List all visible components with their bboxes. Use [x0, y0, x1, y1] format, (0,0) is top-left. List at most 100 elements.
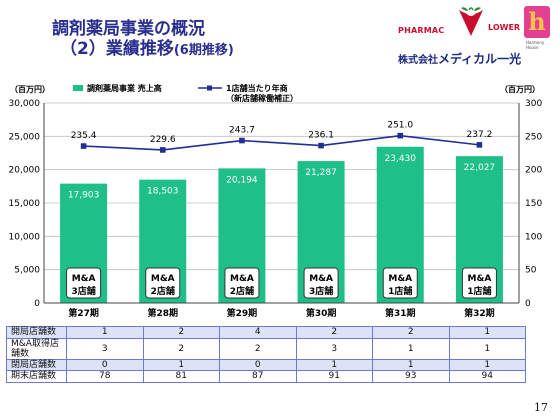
table-cell: 2	[219, 337, 297, 360]
y-tick-label-left: 30,000	[9, 99, 41, 109]
ma-annotation-box	[145, 267, 181, 299]
table-cell: 91	[295, 370, 373, 383]
avg-sales-label: 236.1	[308, 131, 334, 141]
y-tick-label-left: 25,000	[9, 132, 41, 142]
bar-value-label: 20,194	[226, 175, 258, 185]
bar-value-label: 23,430	[385, 154, 417, 164]
logo-pharmac-text: PHARMAC	[398, 26, 445, 35]
x-tick-label: 第29期	[227, 307, 258, 319]
table-cell: 2	[295, 326, 373, 339]
logo-harmony-text: Harmony House	[526, 40, 545, 50]
avg-sales-marker	[476, 142, 483, 148]
table-cell: 1	[372, 358, 450, 371]
legend-line-marker	[207, 85, 212, 91]
avg-sales-label: 243.7	[229, 126, 255, 136]
bar-value-label: 17,903	[68, 191, 100, 201]
table-cell: 1	[66, 326, 144, 339]
ma-annotation-count: 3店舗	[309, 285, 333, 297]
x-tick-label: 第30期	[306, 307, 337, 319]
chart-axes: 05,00010,00015,00020,00025,00030,0000501…	[9, 84, 543, 319]
svg-text:h: h	[528, 7, 545, 36]
x-tick-label: 第32期	[464, 307, 495, 319]
page-number: 17	[534, 401, 548, 414]
y-tick-label-left: 15,000	[9, 199, 41, 209]
table-row-label: M&A取得店舗数	[6, 337, 67, 360]
avg-sales-label: 237.2	[467, 130, 493, 140]
page-subtitle: （2）業績推移(6期推移)	[60, 34, 234, 59]
table-row: 閉局店舗数 0 1 0 1 1 1	[6, 358, 526, 371]
avg-sales-marker	[397, 132, 404, 139]
table-cell: 3	[295, 337, 373, 360]
subtitle-suffix: (6期推移)	[173, 43, 234, 58]
table-row: M&A取得店舗数 3 2 2 3 1 1	[6, 337, 526, 360]
chart-line: 235.4 229.6 243.7 236.1 251.0 237.2	[71, 121, 493, 153]
y-tick-label-right: 250	[525, 132, 542, 142]
table-row-label: 開局店舗数	[6, 326, 67, 339]
avg-sales-marker	[159, 147, 166, 153]
right-axis-unit: （百万円）	[500, 84, 540, 94]
ma-annotation-box	[224, 267, 260, 299]
ma-annotation-label: M&A	[72, 274, 96, 284]
y-tick-label-right: 300	[525, 99, 542, 109]
legend-bar-swatch	[73, 85, 83, 91]
logo-company-name: 株式会社メディカル一光	[398, 50, 521, 67]
page-title: 調剤薬局事業の概況	[52, 19, 205, 39]
company-logo: PHARMAC LOWER h Harmony House 株式会社メディカル一…	[398, 6, 556, 66]
table-cell: 78	[66, 370, 144, 383]
table-cell: 2	[372, 326, 450, 339]
table-cell: 94	[448, 370, 526, 383]
avg-sales-label: 251.0	[387, 121, 413, 131]
avg-sales-marker	[318, 142, 324, 149]
y-tick-label-left: 0	[34, 299, 40, 309]
avg-sales-label: 229.6	[150, 135, 176, 145]
table-cell: 0	[219, 358, 297, 371]
chart-grid	[44, 102, 519, 271]
table-cell: 1	[142, 358, 220, 371]
table-cell: 1	[448, 337, 526, 360]
x-tick-label: 第31期	[385, 307, 416, 319]
legend-bar-label: 調剤薬局事業 売上高	[87, 83, 162, 93]
ma-annotation-count: 2店舗	[151, 285, 175, 297]
ma-annotation-label: M&A	[388, 274, 412, 284]
ma-annotation-label: M&A	[468, 274, 492, 284]
y-tick-label-right: 100	[525, 232, 542, 242]
y-tick-label-left: 20,000	[9, 166, 41, 176]
table-cell: 3	[66, 337, 144, 360]
bar-value-label: 21,287	[305, 168, 337, 178]
table-cell: 0	[66, 358, 144, 371]
harmony-house-icon: h	[524, 6, 550, 38]
table-row-label: 期末店舗数	[6, 370, 67, 383]
avg-sales-label: 235.4	[71, 131, 97, 141]
ma-annotation-label: M&A	[230, 274, 254, 284]
logo-company-main: メディカル一光	[438, 52, 522, 66]
ma-annotation-box	[66, 267, 102, 299]
flower-icon	[459, 7, 483, 36]
store-count-table: 開局店舗数 1 2 4 2 2 1 M&A取得店舗数 3 2 2 3 1 1 閉局店舗数 0 1 0 1 1 1 期末店舗…	[6, 326, 526, 383]
table-row: 開局店舗数 1 2 4 2 2 1	[6, 326, 526, 339]
x-tick-label: 第27期	[68, 307, 99, 319]
table-cell: 1	[372, 337, 450, 360]
ma-annotation-box	[303, 267, 339, 299]
table-cell: 1	[448, 358, 526, 371]
chart-bars: 17,903M&A3店舗18,503M&A2店舗20,194M&A2店舗21,2…	[60, 146, 503, 303]
bar-value-label: 22,027	[464, 163, 496, 173]
table-cell: 1	[448, 326, 526, 339]
y-tick-label-left: 5,000	[14, 266, 40, 276]
subtitle-main: （2）業績推移	[60, 39, 174, 59]
avg-sales-marker	[80, 143, 87, 149]
avg-sales-marker	[239, 137, 245, 144]
y-tick-label-right: 50	[525, 266, 537, 276]
table-row: 期末店舗数 78 81 87 91 93 94	[6, 370, 526, 383]
sales-chart: 17,903M&A3店舗18,503M&A2店舗20,194M&A2店舗21,2…	[9, 83, 543, 319]
bar-value-label: 18,503	[147, 187, 179, 197]
avg-sales-line	[83, 134, 480, 151]
legend-line-note: （新店舗稼働補正）	[226, 93, 298, 103]
table-cell: 2	[142, 326, 220, 339]
table-cell: 81	[142, 370, 220, 383]
table-cell: 93	[372, 370, 450, 383]
ma-annotation-label: M&A	[309, 274, 333, 284]
chart-legend: 調剤薬局事業 売上高 1店舗当たり年商（新店舗稼働補正）	[73, 83, 298, 103]
y-tick-label-right: 0	[525, 299, 531, 309]
ma-annotation-count: 3店舗	[71, 285, 95, 297]
ma-annotation-box	[461, 267, 497, 299]
